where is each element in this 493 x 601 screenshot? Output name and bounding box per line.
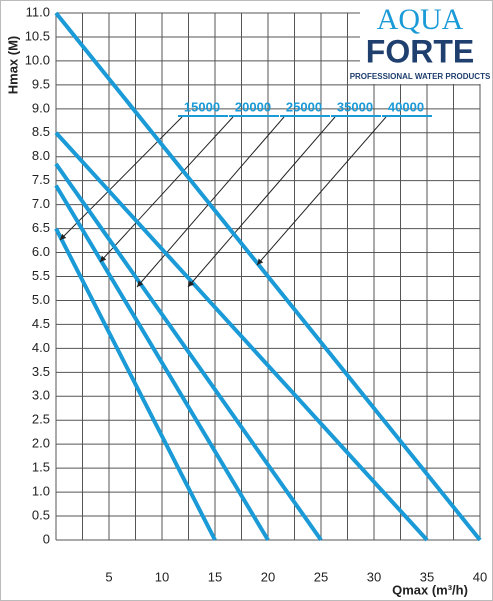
y-tick-label: 11.0 — [26, 4, 50, 19]
y-tick-label: 1.5 — [32, 460, 50, 475]
y-tick-label: 6.5 — [32, 220, 50, 235]
series-line — [54, 227, 217, 541]
y-tick-label: 8.5 — [32, 124, 50, 139]
y-axis-label: Hmax (M) — [5, 36, 20, 95]
y-tick-label: 7.5 — [32, 172, 50, 187]
x-tick-label: 5 — [105, 569, 112, 584]
series-line — [54, 11, 482, 542]
legend-label: 35000 — [337, 99, 373, 114]
y-tick-label: 5.5 — [32, 268, 50, 283]
logo-bg — [360, 4, 488, 84]
legend-arrow — [187, 116, 336, 288]
y-tick-label: 4.0 — [32, 340, 50, 355]
y-tick-label: 2.0 — [32, 436, 50, 451]
y-tick-label: 2.5 — [32, 412, 50, 427]
x-tick-label: 25 — [314, 569, 328, 584]
legend-label: 40000 — [388, 99, 424, 114]
series-line — [54, 162, 323, 542]
x-tick-label: 35 — [420, 569, 434, 584]
logo-bottom: FORTE — [366, 33, 474, 69]
logo-top: AQUA — [377, 3, 464, 36]
legend-arrow — [99, 116, 234, 263]
x-tick-label: 20 — [261, 569, 275, 584]
series-line — [54, 184, 270, 542]
x-tick-label: 15 — [208, 569, 222, 584]
y-tick-label: 0.5 — [32, 507, 50, 522]
y-tick-label: 6.0 — [32, 244, 50, 259]
logo-tagline: PROFESSIONAL WATER PRODUCTS — [350, 72, 491, 81]
y-tick-label: 9.0 — [32, 100, 50, 115]
y-tick-label: 10.5 — [25, 28, 50, 43]
y-tick-label: 10.0 — [25, 52, 50, 67]
x-tick-label: 40 — [473, 569, 487, 584]
y-tick-label: 1.0 — [32, 484, 50, 499]
grid — [55, 12, 481, 541]
y-tick-label: 5.0 — [32, 292, 50, 307]
y-tick-label: 7.0 — [32, 196, 50, 211]
y-tick-label: 0 — [43, 531, 50, 546]
legend-label: 15000 — [184, 99, 220, 114]
y-tick-label: 3.0 — [32, 388, 50, 403]
y-tick-label: 9.5 — [32, 76, 50, 91]
x-tick-label: 30 — [367, 569, 381, 584]
y-tick-label: 8.0 — [32, 148, 50, 163]
legend-label: 20000 — [235, 99, 271, 114]
legend-arrow — [59, 116, 183, 241]
legend-label: 25000 — [286, 99, 322, 114]
x-tick-label: 10 — [155, 569, 169, 584]
y-tick-label: 3.5 — [32, 364, 50, 379]
x-axis-label: Qmax (m³/h) — [392, 582, 468, 597]
y-tick-label: 4.5 — [32, 316, 50, 331]
series-line — [54, 131, 429, 542]
legend-arrow — [256, 116, 387, 266]
